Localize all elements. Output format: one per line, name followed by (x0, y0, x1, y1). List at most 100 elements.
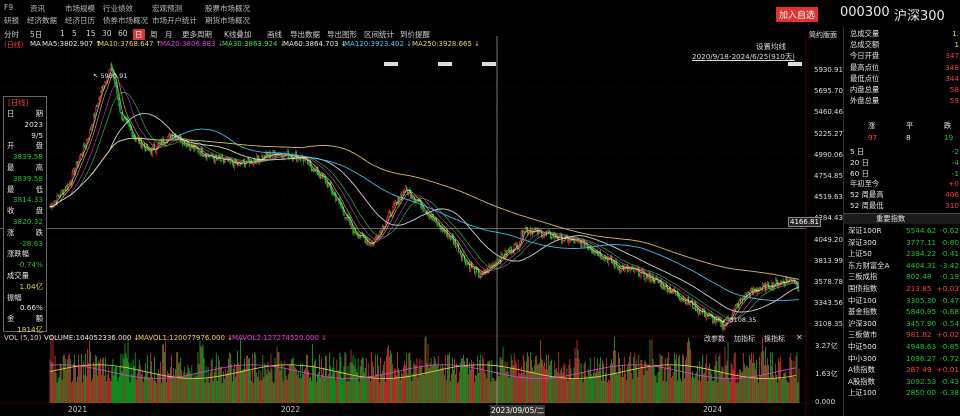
index-change: -0.41 (940, 249, 959, 259)
index-name: A股指数 (848, 376, 875, 386)
candle-body (731, 314, 733, 319)
candle-body (83, 144, 86, 147)
switch-indicator-button[interactable]: 换指标 (764, 335, 785, 343)
nav-bond-overview[interactable]: 债券市场概况 (103, 16, 148, 25)
tf-15min[interactable]: 15 (86, 29, 96, 38)
candle-body (159, 139, 162, 143)
tf-5min[interactable]: 5 (72, 29, 77, 38)
candle-body (350, 222, 352, 227)
draw-line[interactable]: 画线 (267, 30, 282, 39)
time-label-2021: 2021 (68, 405, 88, 414)
candle-body (663, 288, 665, 290)
tf-weekly[interactable]: 周 (150, 30, 158, 39)
candle-body (671, 291, 673, 294)
event-marker (438, 62, 452, 66)
ma30-label: MA30:3863.924 ↓ (222, 40, 286, 48)
nav-account-stats[interactable]: 市场开户统计 (152, 16, 197, 25)
breadth-value: 19 (944, 133, 954, 142)
nav-econ-data[interactable]: 经济数据 (27, 16, 57, 25)
tf-intraday[interactable]: 分时 (4, 30, 19, 39)
nav-stock-overview[interactable]: 股票市场概况 (205, 4, 250, 13)
candle-body (775, 279, 777, 287)
candle-body (64, 188, 66, 191)
add-indicator-button[interactable]: 加指标 (734, 335, 755, 343)
tf-60min[interactable]: 60 (118, 29, 128, 38)
stat-value: 344 (945, 73, 959, 83)
tf-daily[interactable]: 日 (133, 29, 145, 40)
export-chart[interactable]: 导出图形 (327, 30, 357, 39)
date-range[interactable]: 2020/9/18-2024/6/25(910天) (692, 52, 795, 61)
candle-body (623, 265, 625, 271)
nav-futures-overview[interactable]: 期货市场概况 (205, 16, 250, 25)
nav-f9[interactable]: F9 (4, 3, 14, 12)
candle-body (562, 239, 564, 242)
export-data[interactable]: 导出数据 (290, 30, 320, 39)
candle-body (403, 191, 405, 193)
candle-body (154, 150, 157, 152)
price-alert[interactable]: 到价提醒 (400, 30, 430, 39)
candle-body (97, 105, 99, 107)
candle-body (369, 244, 371, 246)
candle-body (171, 134, 173, 140)
candle-body (442, 229, 444, 232)
nav-macro-forecast[interactable]: 宏观预测 (152, 4, 182, 13)
period-label: 60 日 (850, 168, 869, 178)
tooltip-value: 3814.33 (12, 195, 43, 205)
candle-body (446, 229, 448, 238)
price-tick: 5930.91 (814, 66, 843, 74)
add-watchlist-button[interactable]: 加入自选 (776, 7, 819, 22)
time-label-2024: 2024 (703, 405, 723, 414)
index-value: 5544.62 (906, 226, 937, 235)
kline-chart[interactable] (0, 36, 808, 416)
index-name: 深证300 (848, 237, 877, 247)
candle-body (66, 184, 68, 190)
candle-body (363, 236, 365, 239)
candle-body (176, 136, 178, 140)
candle-body (141, 145, 143, 150)
tf-30min[interactable]: 30 (102, 29, 112, 38)
nav-research[interactable]: 研报 (4, 16, 19, 25)
tooltip-label: 收 (7, 206, 15, 216)
candle-body (680, 298, 683, 301)
nav-econ-calendar[interactable]: 经济日历 (65, 16, 95, 25)
vol-mavol2-label: MAVOL2:127274520.000 ↓ (232, 334, 328, 342)
candle-body (76, 160, 79, 167)
nav-industry-perf[interactable]: 行业绩效 (103, 4, 133, 13)
candle-body (213, 157, 215, 162)
nav-market-size[interactable]: 市场规模 (65, 4, 95, 13)
candle-body (138, 139, 140, 144)
breadth-header: 跌 (944, 121, 952, 130)
candle-body (194, 144, 196, 150)
kline-overlay[interactable]: K线叠加 (224, 30, 252, 39)
tf-5day[interactable]: 5日 (30, 30, 43, 39)
tf-1min[interactable]: 1 (60, 29, 65, 38)
candle-body (736, 304, 738, 306)
candle-body (82, 144, 85, 156)
tf-monthly[interactable]: 月 (165, 30, 173, 39)
vol-axis-zero: 0.000 (815, 398, 836, 406)
index-name: 上证50 (848, 249, 872, 259)
candle-body (105, 81, 107, 83)
candle-body (639, 275, 641, 277)
tf-more-periods[interactable]: 更多周期 (182, 30, 212, 39)
index-change: +0.01 (936, 365, 959, 375)
ma-prefix: (日线) (4, 41, 24, 49)
tooltip-value: -28.63 (19, 238, 43, 248)
close-icon[interactable]: ✕ (796, 333, 803, 342)
simple-layout-button[interactable]: 简约版面 (809, 31, 837, 39)
candle-body (396, 201, 398, 203)
time-cursor-label: 2023/09/05/二 (490, 405, 546, 416)
candle-body (551, 237, 553, 239)
candle-body (352, 229, 354, 234)
nav-news[interactable]: 资讯 (30, 4, 45, 13)
candle-body (514, 243, 516, 245)
candle-body (447, 235, 450, 239)
ma-settings-button[interactable]: 设置均线 (756, 42, 786, 51)
edit-params-button[interactable]: 改参数 (704, 335, 725, 343)
candle-body (168, 133, 171, 135)
candle-body (684, 299, 687, 305)
breadth-value: 97 (868, 133, 878, 142)
index-value: 981.82 (906, 330, 932, 340)
index-name: 深证100R (848, 226, 882, 235)
range-stats[interactable]: 区间统计 (364, 30, 394, 39)
